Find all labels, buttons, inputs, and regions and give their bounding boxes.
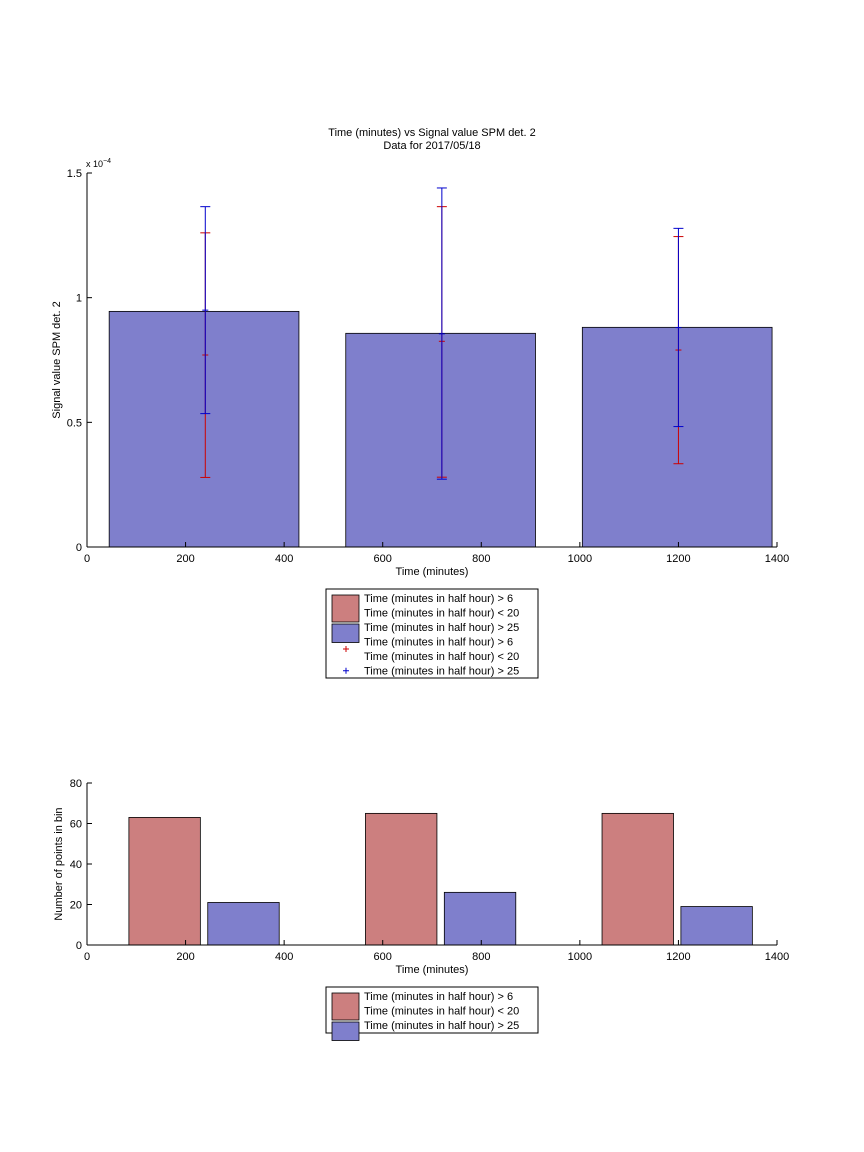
chart-bottom-y-tick-label: 20 (70, 900, 82, 912)
chart-top-legend-label: Time (minutes in half hour) > 6 (364, 637, 513, 649)
chart-top-legend-label: Time (minutes in half hour) < 20 (364, 651, 519, 663)
chart-top-ylabel: Signal value SPM det. 2 (51, 301, 63, 418)
chart-bottom-y-tick-label: 80 (70, 778, 82, 790)
chart-top-x-tick-label: 1400 (765, 553, 789, 565)
chart-bottom-x-tick-label: 1200 (666, 951, 690, 963)
chart-top-xlabel: Time (minutes) (396, 566, 469, 578)
chart-top-legend-box (325, 588, 539, 679)
chart-bottom-x-tick-label: 1000 (568, 951, 592, 963)
chart-top-x-tick-label: 200 (176, 553, 194, 565)
chart-bottom-ylabel: Number of points in bin (53, 807, 65, 920)
chart-bottom-bar (128, 817, 201, 946)
chart-bottom-bar (680, 906, 753, 946)
chart-top-axes: 0 200 400 600 800 1000 1200 1400 0 0.5 1 1.5 (67, 168, 790, 565)
chart-top-exponent: x 10−4 (86, 158, 111, 169)
chart-top-bar (581, 326, 773, 548)
chart-bottom-legend-swatch (331, 992, 360, 1021)
chart-top-legend-label: Time (minutes in half hour) > 25 (364, 666, 519, 678)
chart-bottom-y-tick-label: 60 (70, 819, 82, 831)
chart-top-bar (108, 310, 300, 548)
chart-top: Time (minutes) vs Signal value SPM det. … (51, 127, 790, 679)
chart-bottom-legend-label: Time (minutes in half hour) > 25 (364, 1020, 519, 1032)
chart-top-legend-swatch (331, 594, 360, 623)
chart-top-x-tick-label: 1200 (666, 553, 690, 565)
chart-top-legend: Time (minutes in half hour) > 6 Time (min… (325, 588, 539, 679)
chart-bottom-legend-box (325, 986, 539, 1034)
chart-bottom-x-tick-label: 200 (176, 951, 194, 963)
chart-top-exponent-base: x 10 (86, 159, 103, 169)
chart-bottom-legend-swatch (331, 1021, 360, 1041)
chart-bottom-x-tick-label: 600 (374, 951, 392, 963)
chart-top-legend-label: Time (minutes in half hour) > 25 (364, 622, 519, 634)
chart-top-legend-label: Time (minutes in half hour) > 6 (364, 593, 513, 605)
chart-bottom-xlabel: Time (minutes) (396, 964, 469, 976)
chart-top-x-tick-label: 400 (275, 553, 293, 565)
chart-bottom-axes: 0 200 400 600 800 1000 1200 1400 0 20 40 60 80 (70, 778, 789, 963)
chart-bottom-bar (443, 891, 517, 946)
chart-top-y-tick-label: 0 (76, 542, 82, 554)
chart-top-x-tick-label: 800 (472, 553, 490, 565)
chart-top-y-tick-label: 1.5 (67, 168, 82, 180)
chart-top-exponent-power: −4 (103, 158, 111, 165)
chart-bottom: 0 200 400 600 800 1000 1200 1400 0 20 40 60 80 Time … (53, 778, 789, 1041)
chart-bottom-legend: Time (minutes in half hour) > 6 Time (min… (325, 986, 539, 1041)
chart-top-x-tick-label: 0 (84, 553, 90, 565)
chart-bottom-bar (207, 902, 280, 946)
chart-top-bar (345, 332, 536, 548)
chart-top-x-tick-label: 1000 (568, 553, 592, 565)
chart-bottom-x-tick-label: 0 (84, 951, 90, 963)
chart-bottom-x-tick-label: 400 (275, 951, 293, 963)
chart-bottom-y-tick-label: 0 (76, 940, 82, 952)
chart-bottom-legend-label: Time (minutes in half hour) < 20 (364, 1006, 519, 1018)
chart-bottom-legend-label: Time (minutes in half hour) > 6 (364, 991, 513, 1003)
chart-top-legend-swatch (331, 623, 360, 643)
chart-top-subtitle: Data for 2017/05/18 (383, 140, 480, 152)
chart-top-y-tick-label: 0.5 (67, 417, 82, 429)
chart-top-title: Time (minutes) vs Signal value SPM det. … (328, 127, 535, 139)
chart-bottom-bar (601, 812, 674, 946)
chart-top-error-bars (200, 187, 684, 480)
chart-bottom-x-tick-label: 1400 (765, 951, 789, 963)
chart-bottom-bars (128, 812, 753, 946)
chart-bottom-bar (365, 812, 438, 946)
chart-top-legend-label: Time (minutes in half hour) < 20 (364, 608, 519, 620)
chart-bottom-x-tick-label: 800 (472, 951, 490, 963)
chart-top-x-tick-label: 600 (374, 553, 392, 565)
chart-top-bars (108, 310, 773, 548)
chart-top-y-tick-label: 1 (76, 293, 82, 305)
chart-bottom-y-tick-label: 40 (70, 859, 82, 871)
